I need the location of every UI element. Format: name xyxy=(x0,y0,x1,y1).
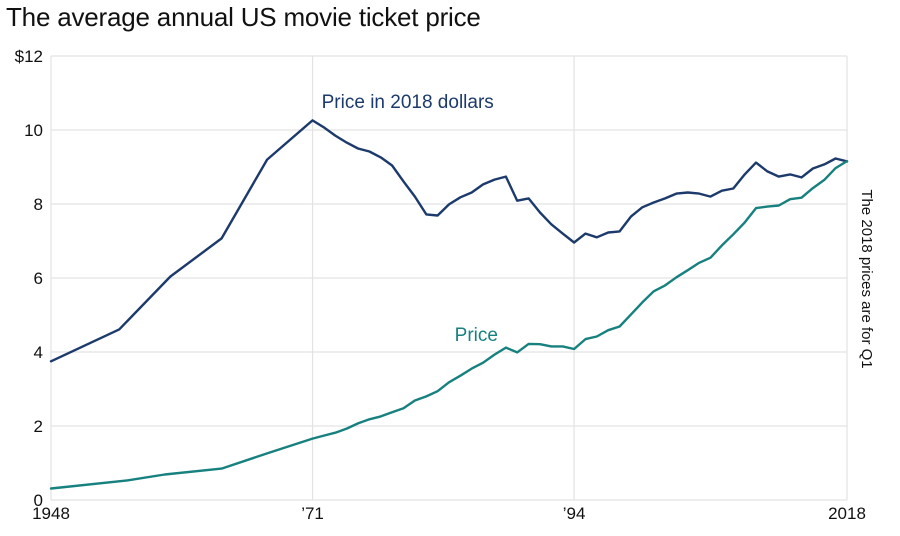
series-label-nominal-price: Price xyxy=(455,325,498,346)
chart-title: The average annual US movie ticket price xyxy=(6,2,481,32)
y-tick-label: $12 xyxy=(15,47,43,66)
y-tick-label: 6 xyxy=(34,269,43,288)
series-label-real-price: Price in 2018 dollars xyxy=(322,92,494,113)
x-tick-label: 2018 xyxy=(828,504,866,523)
y-tick-label: 4 xyxy=(34,343,43,362)
y-tick-label: 8 xyxy=(34,195,43,214)
series-line-real-price xyxy=(49,119,849,363)
series-labels: Price in 2018 dollars Price xyxy=(322,92,498,346)
x-tick-label: ’94 xyxy=(563,504,586,523)
axes: 0 2 4 6 8 10 $12 1948 ’71 ’94 2018 xyxy=(15,47,866,523)
y-tick-label: 0 xyxy=(34,491,43,510)
footnote-q1: The 2018 prices are for Q1 xyxy=(858,189,875,368)
y-tick-label: 2 xyxy=(34,417,43,436)
series-lines xyxy=(49,119,849,490)
grid xyxy=(50,55,848,501)
series-line-nominal-price xyxy=(49,159,849,490)
x-tick-label: 1948 xyxy=(32,504,70,523)
y-tick-label: 10 xyxy=(24,121,43,140)
x-tick-label: ’71 xyxy=(301,504,324,523)
